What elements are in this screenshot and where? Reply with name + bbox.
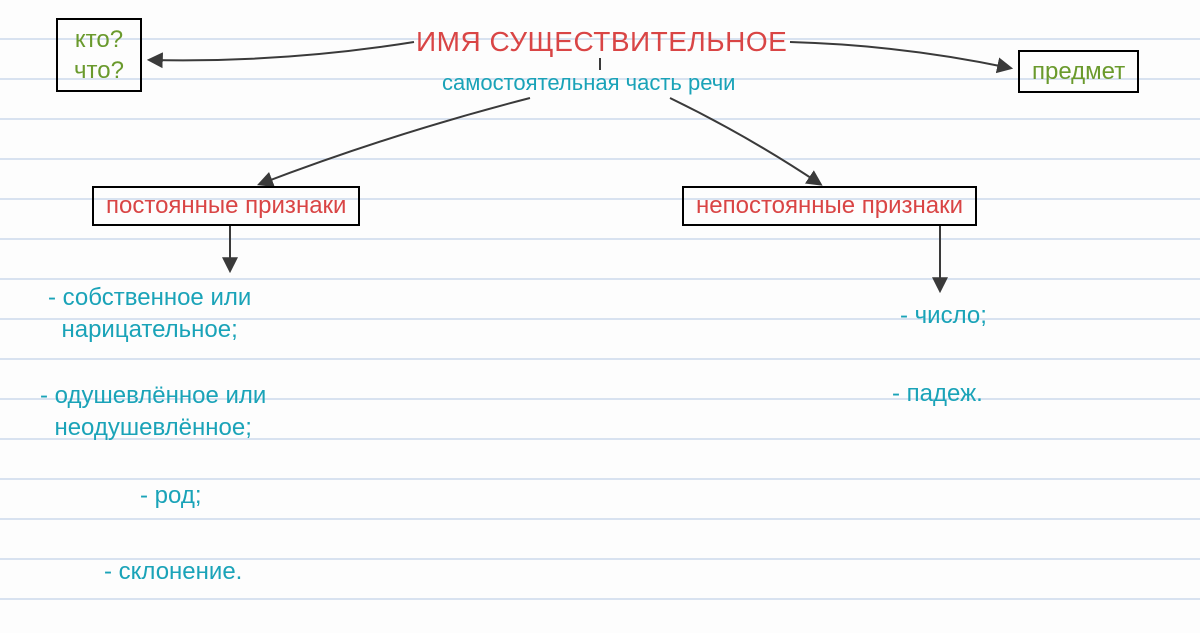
- edge: [260, 98, 530, 184]
- variable-features-header: непостоянные признаки: [682, 186, 977, 226]
- title-node: ИМЯ СУЩЕСТВИТЕЛЬНОЕ: [416, 26, 787, 58]
- item-line: - число;: [900, 300, 987, 332]
- question-line2: что?: [70, 55, 128, 86]
- subtitle-node: самостоятельная часть речи: [442, 70, 735, 96]
- variable-header-text: непостоянные признаки: [696, 192, 963, 219]
- diagram-canvas: ИМЯ СУЩЕСТВИТЕЛЬНОЕ самостоятельная част…: [0, 0, 1200, 633]
- permanent-item: - склонение.: [104, 556, 242, 588]
- subtitle-text: самостоятельная часть речи: [442, 70, 735, 95]
- permanent-item: - род;: [140, 480, 202, 512]
- item-line: - род;: [140, 480, 202, 512]
- question-box: кто? что?: [56, 18, 142, 92]
- item-line: - одушевлённое или: [40, 380, 266, 412]
- edge: [150, 42, 414, 60]
- meaning-box: предмет: [1018, 50, 1139, 93]
- item-line: неодушевлённое;: [40, 412, 266, 444]
- item-line: - падеж.: [892, 378, 983, 410]
- edge: [670, 98, 820, 184]
- permanent-features-header: постоянные признаки: [92, 186, 360, 226]
- variable-item: - число;: [900, 300, 987, 332]
- question-line1: кто?: [70, 24, 128, 55]
- permanent-item: - одушевлённое илинеодушевлённое;: [40, 380, 266, 445]
- meaning-text: предмет: [1032, 58, 1125, 85]
- item-line: - склонение.: [104, 556, 242, 588]
- variable-item: - падеж.: [892, 378, 983, 410]
- item-line: нарицательное;: [48, 314, 251, 346]
- title-text: ИМЯ СУЩЕСТВИТЕЛЬНОЕ: [416, 26, 787, 57]
- edge: [790, 42, 1010, 68]
- item-line: - собственное или: [48, 282, 251, 314]
- permanent-item: - собственное илинарицательное;: [48, 282, 251, 347]
- permanent-header-text: постоянные признаки: [106, 192, 346, 219]
